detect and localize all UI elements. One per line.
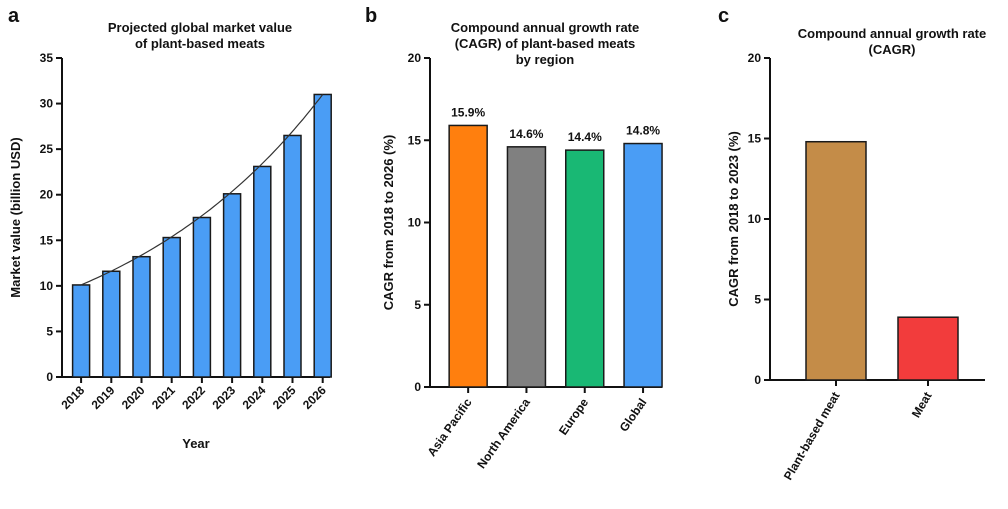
panel-a-x-tick-label: 2024 bbox=[240, 383, 269, 412]
panel-a-x-tick-label: 2025 bbox=[270, 383, 299, 412]
panel-c-y-tick-label: 10 bbox=[748, 212, 762, 226]
panel-b-x-tick-label: Europe bbox=[556, 395, 591, 437]
panel-a-y-axis-label: Market value (billion USD) bbox=[8, 137, 23, 297]
panel-a-bar bbox=[102, 270, 121, 378]
panel-a-bar bbox=[253, 165, 272, 378]
panel-a-bar bbox=[222, 193, 242, 378]
panel-c-title-line: Compound annual growth rate bbox=[798, 26, 987, 41]
panel-b-bar bbox=[506, 146, 547, 388]
panel-c-title-line: (CAGR) bbox=[869, 42, 916, 57]
panel-b-data-label: 14.8% bbox=[626, 124, 660, 138]
panel-c-y-tick-label: 15 bbox=[748, 132, 762, 146]
panel-letter-a: a bbox=[8, 5, 20, 27]
panel-a-x-tick-label: 2026 bbox=[300, 383, 329, 412]
panel-a-y-tick-label: 20 bbox=[40, 188, 54, 202]
panel-c-y-tick-label: 20 bbox=[748, 51, 762, 65]
panel-b-y-tick-label: 15 bbox=[408, 133, 422, 147]
panel-letter-c: c bbox=[718, 5, 729, 27]
panel-a-y-tick-label: 25 bbox=[40, 142, 54, 156]
panel-c-y-tick-label: 5 bbox=[754, 293, 761, 307]
panel-b-y-tick-label: 5 bbox=[414, 298, 421, 312]
chart-panel-c: Compound annual growth rate(CAGR) 0 5 10 15 2… bbox=[726, 26, 986, 483]
panel-b-data-label: 14.4% bbox=[568, 130, 602, 144]
panel-a-x-axis-label: Year bbox=[182, 436, 209, 451]
panel-b-x-tick-label: Global bbox=[617, 396, 650, 435]
panel-b-bar bbox=[448, 124, 488, 388]
panel-c-y-axis-label: CAGR from 2018 to 2023 (%) bbox=[726, 131, 741, 307]
panel-a-x-tick-label: 2020 bbox=[119, 383, 148, 412]
panel-b-y-tick-label: 10 bbox=[408, 216, 422, 230]
panel-c-y-tick-label: 0 bbox=[754, 373, 761, 387]
panel-a-bar bbox=[132, 255, 151, 378]
panel-a-x-tick-label: 2023 bbox=[209, 383, 238, 412]
panel-a-title-line: of plant-based meats bbox=[135, 36, 265, 51]
panel-a-trend-line bbox=[80, 94, 324, 286]
panel-a-x-tick-label: 2018 bbox=[58, 383, 87, 412]
panel-b-data-label: 14.6% bbox=[509, 127, 543, 141]
panel-a-y-tick-label: 0 bbox=[46, 370, 53, 384]
panel-b-y-tick-label: 20 bbox=[408, 51, 422, 65]
panel-a-bar bbox=[71, 284, 91, 378]
panel-b-title-line: (CAGR) of plant-based meats bbox=[455, 36, 636, 51]
panel-b-x-tick-label: North America bbox=[474, 395, 533, 471]
panel-c-x-tick-label: Meat bbox=[909, 390, 935, 421]
panel-a-bar bbox=[283, 134, 302, 378]
panel-b-title-line: Compound annual growth rate bbox=[451, 20, 640, 35]
panel-c-bar bbox=[805, 140, 867, 381]
panel-b-data-label: 15.9% bbox=[451, 105, 485, 119]
chart-panel-b: Compound annual growth rate(CAGR) of pla… bbox=[381, 20, 663, 471]
panel-a-x-tick-label: 2021 bbox=[149, 383, 178, 412]
panel-b-bar bbox=[623, 142, 663, 388]
panel-a-y-tick-label: 15 bbox=[40, 233, 54, 247]
panel-a-bar bbox=[313, 93, 332, 378]
panel-a-y-tick-label: 30 bbox=[40, 97, 54, 111]
panel-c-bar bbox=[897, 316, 959, 381]
panel-a-title-line: Projected global market value bbox=[108, 20, 292, 35]
panel-a-x-tick-label: 2022 bbox=[179, 383, 208, 412]
panel-a-bar bbox=[192, 216, 212, 378]
panel-b-title-line: by region bbox=[516, 52, 575, 67]
panel-a-bar bbox=[162, 236, 181, 378]
panel-b-y-tick-label: 0 bbox=[414, 380, 421, 394]
panel-a-y-tick-label: 35 bbox=[40, 51, 54, 65]
panel-a-y-tick-label: 10 bbox=[40, 279, 54, 293]
panel-b-y-axis-label: CAGR from 2018 to 2026 (%) bbox=[381, 135, 396, 311]
panel-a-y-tick-label: 5 bbox=[46, 324, 53, 338]
panel-b-x-tick-label: Asia Pacific bbox=[424, 395, 474, 458]
panel-b-bar bbox=[565, 149, 605, 388]
panel-c-x-tick-label: Plant-based meat bbox=[781, 390, 843, 483]
panel-a-x-tick-label: 2019 bbox=[89, 383, 118, 412]
panel-letter-b: b bbox=[365, 5, 377, 27]
